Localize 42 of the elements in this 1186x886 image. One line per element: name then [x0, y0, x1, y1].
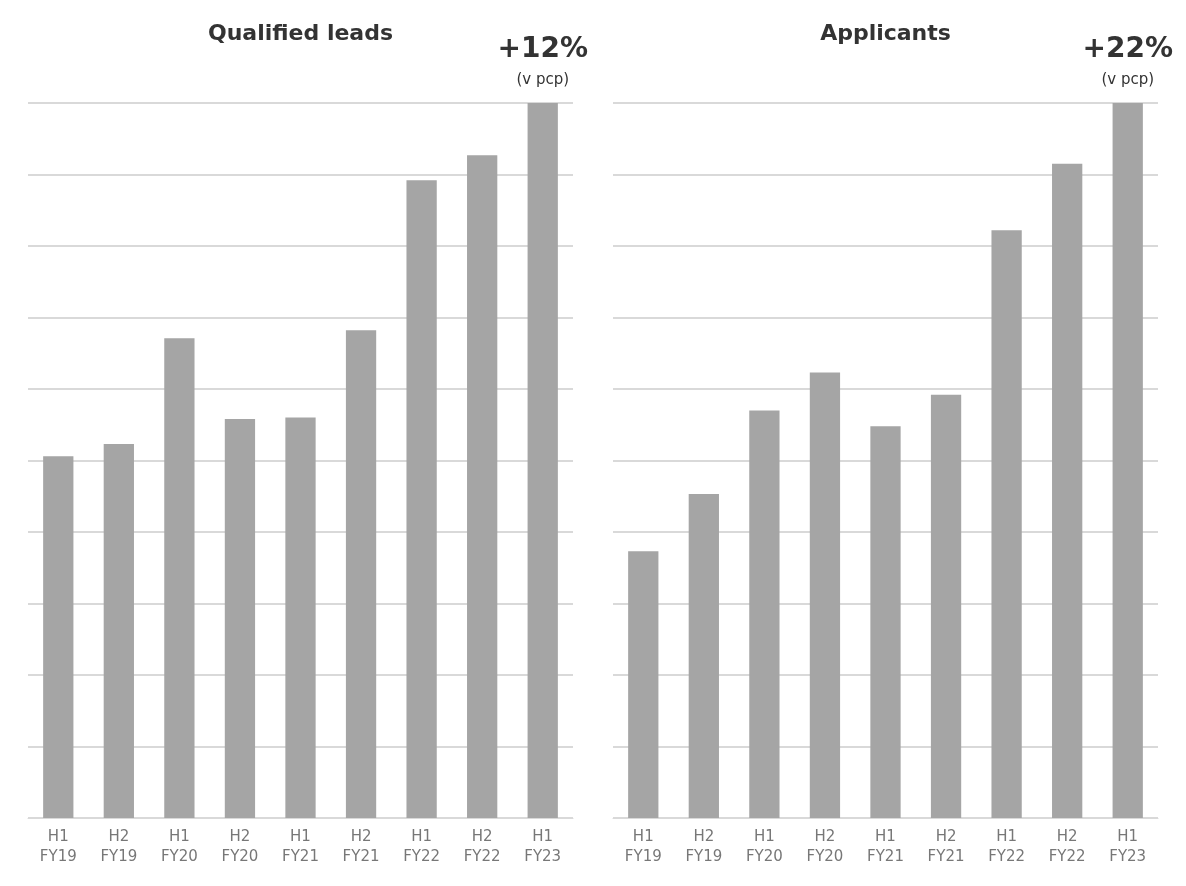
- text: +22%: [1082, 30, 1173, 64]
- bar: [224, 419, 256, 818]
- x-tick-label: H2 FY19: [100, 827, 138, 865]
- bar: [1052, 163, 1083, 818]
- x-tick-label: H1 FY19: [39, 827, 77, 865]
- x-tick-label: H2 FY21: [342, 827, 380, 865]
- x-tick-label: H2 FY22: [463, 827, 501, 865]
- x-tick-label: H1 FY20: [745, 827, 783, 865]
- chart-title: Qualified leads: [207, 19, 394, 45]
- bar: [103, 444, 134, 818]
- bar: [1112, 103, 1143, 818]
- x-tick-label: H1 FY19: [624, 827, 662, 865]
- x-tick-label: H1 FY22: [988, 827, 1026, 865]
- bar: [467, 155, 498, 818]
- bar: [991, 230, 1022, 818]
- chart-title: Applicants: [820, 19, 951, 45]
- bar: [527, 103, 558, 818]
- x-tick-label: H1 FY23: [524, 827, 562, 865]
- bar: [43, 456, 74, 818]
- x-tick-label: H2 FY20: [806, 827, 844, 865]
- x-tick-label: H1 FY21: [282, 827, 319, 865]
- bar: [406, 180, 437, 818]
- x-tick-label: H2 FY21: [927, 827, 965, 865]
- text: +12%: [497, 30, 588, 64]
- x-tick-label: H2 FY20: [221, 827, 259, 865]
- text: (v pcp): [516, 69, 570, 88]
- bar: [164, 338, 195, 818]
- x-tick-label: H1 FY22: [403, 827, 441, 865]
- bar: [749, 410, 780, 818]
- x-tick-label: H1 FY21: [867, 827, 904, 865]
- x-tick-label: H1 FY23: [1109, 827, 1147, 865]
- bar: [809, 372, 841, 818]
- bar: [870, 426, 901, 818]
- bar: [628, 551, 659, 818]
- bar: [285, 417, 316, 818]
- text: (v pcp): [1101, 69, 1155, 88]
- bar: [345, 330, 377, 818]
- bar: [930, 394, 962, 818]
- x-tick-label: H1 FY20: [160, 827, 198, 865]
- bar: [688, 494, 719, 818]
- x-tick-label: H2 FY19: [685, 827, 723, 865]
- x-tick-label: H2 FY22: [1048, 827, 1086, 865]
